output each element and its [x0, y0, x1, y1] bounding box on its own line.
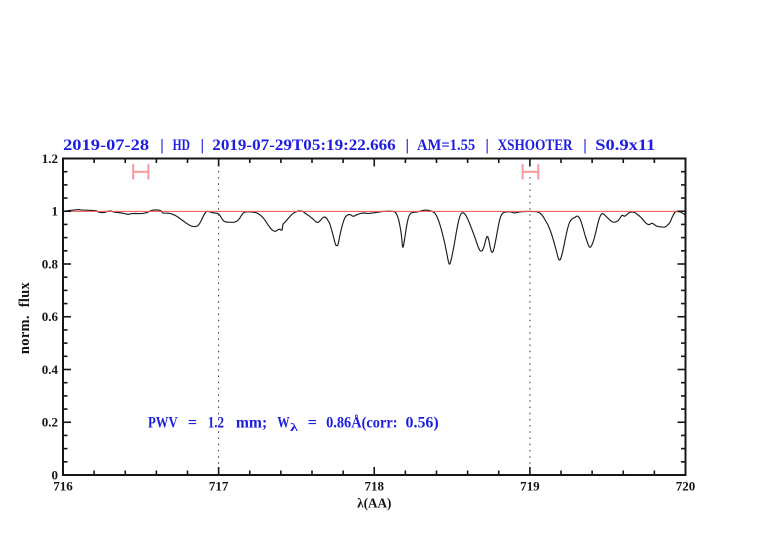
svg-text:norm. flux: norm. flux	[17, 281, 33, 354]
svg-text:S0.9x11: S0.9x11	[595, 137, 655, 154]
svg-text:XSHOOTER: XSHOOTER	[498, 137, 573, 154]
svg-text:0.6: 0.6	[42, 309, 59, 324]
svg-text:1.2: 1.2	[42, 151, 58, 166]
svg-text:|: |	[485, 137, 489, 154]
svg-text:717: 717	[209, 479, 229, 494]
svg-text:λ(AA): λ(AA)	[357, 496, 391, 511]
svg-text:=: =	[308, 415, 317, 432]
svg-text:2019-07-29T05:19:22.666: 2019-07-29T05:19:22.666	[212, 137, 395, 154]
svg-text:0: 0	[52, 467, 59, 482]
svg-text:HD: HD	[173, 137, 190, 154]
svg-text:716: 716	[53, 479, 73, 494]
svg-text:0.8: 0.8	[42, 256, 59, 271]
svg-text:0.2: 0.2	[42, 415, 58, 430]
svg-text:|: |	[406, 137, 410, 154]
svg-text:|: |	[160, 137, 164, 154]
svg-text:1: 1	[52, 204, 59, 219]
svg-text:2019-07-28: 2019-07-28	[63, 137, 149, 154]
svg-text:λ: λ	[290, 420, 298, 434]
svg-text:mm;: mm;	[236, 415, 267, 432]
svg-text:AM=1.55: AM=1.55	[417, 137, 475, 154]
svg-text:PWV: PWV	[148, 415, 178, 432]
svg-text:1.2: 1.2	[208, 415, 224, 432]
svg-text:0.56): 0.56)	[406, 415, 439, 432]
svg-text:719: 719	[520, 479, 540, 494]
svg-text:|: |	[201, 137, 205, 154]
svg-text:720: 720	[676, 479, 696, 494]
svg-text:|: |	[583, 137, 587, 154]
svg-text:=: =	[188, 415, 197, 432]
svg-text:0.86Å(corr:: 0.86Å(corr:	[326, 414, 397, 432]
svg-text:W: W	[277, 415, 289, 432]
svg-text:718: 718	[365, 479, 385, 494]
svg-text:0.4: 0.4	[42, 362, 59, 377]
